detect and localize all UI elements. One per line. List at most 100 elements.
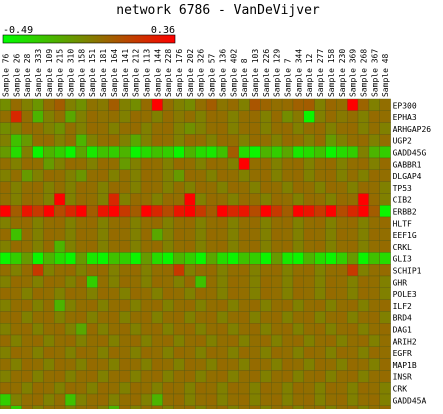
heatmap-cell bbox=[64, 311, 77, 324]
heatmap-cell bbox=[292, 299, 305, 312]
heatmap-cell bbox=[43, 264, 55, 277]
heatmap-cell bbox=[0, 264, 12, 277]
heatmap-cell bbox=[0, 370, 12, 383]
heatmap-cell bbox=[21, 275, 33, 289]
heatmap-cell bbox=[21, 311, 33, 324]
heatmap-cell bbox=[129, 110, 142, 123]
heatmap-cell bbox=[325, 323, 337, 336]
heatmap-cell bbox=[140, 346, 153, 359]
heatmap-cell bbox=[108, 240, 120, 253]
heatmap-cell bbox=[32, 346, 44, 359]
heatmap-cell bbox=[336, 181, 348, 194]
heatmap-cell bbox=[54, 370, 66, 383]
heatmap-cell bbox=[249, 275, 261, 289]
heatmap-cell bbox=[97, 252, 109, 265]
heatmap-cell bbox=[10, 134, 22, 147]
heatmap-cell bbox=[108, 393, 120, 407]
heatmap-cell bbox=[129, 382, 142, 395]
heatmap-cell bbox=[97, 134, 109, 147]
heatmap-cell bbox=[379, 98, 391, 112]
heatmap-cell bbox=[108, 98, 120, 112]
heatmap-cell bbox=[173, 110, 185, 123]
heatmap-cell bbox=[129, 98, 142, 112]
column-label: Sample 48 bbox=[381, 53, 390, 97]
heatmap-cell bbox=[43, 323, 55, 336]
heatmap-cell bbox=[357, 382, 370, 395]
heatmap-cell bbox=[140, 275, 153, 289]
heatmap-cell bbox=[379, 110, 391, 123]
heatmap-cell bbox=[347, 370, 359, 383]
heatmap-cell bbox=[184, 193, 196, 206]
heatmap-cell bbox=[173, 181, 185, 194]
heatmap-cell bbox=[260, 204, 272, 218]
heatmap-cell bbox=[21, 370, 33, 383]
heatmap-cell bbox=[10, 204, 22, 218]
heatmap-cell bbox=[368, 98, 380, 112]
heatmap-cell bbox=[10, 169, 22, 182]
heatmap-cell bbox=[271, 181, 283, 194]
column-label: Sample 226 bbox=[262, 49, 271, 97]
heatmap-cell bbox=[357, 110, 370, 123]
heatmap-cell bbox=[205, 358, 218, 371]
heatmap-cell bbox=[97, 169, 109, 182]
row-label: UGP2 bbox=[393, 137, 412, 146]
heatmap-cell bbox=[314, 275, 326, 289]
heatmap-cell bbox=[119, 299, 131, 312]
heatmap-cell bbox=[184, 204, 196, 218]
heatmap-cell bbox=[75, 370, 87, 383]
row-label: ARIH2 bbox=[393, 337, 417, 346]
heatmap-cell bbox=[43, 311, 55, 324]
heatmap-cell bbox=[0, 382, 12, 395]
heatmap-cell bbox=[271, 287, 283, 300]
heatmap-cell bbox=[151, 216, 163, 230]
heatmap-cell bbox=[314, 110, 326, 123]
heatmap-cell bbox=[10, 145, 22, 159]
heatmap-cell bbox=[357, 134, 370, 147]
heatmap-cell bbox=[357, 264, 370, 277]
heatmap-cell bbox=[140, 334, 153, 348]
heatmap-cell bbox=[260, 110, 272, 123]
heatmap-cell bbox=[32, 157, 44, 171]
heatmap-cell bbox=[173, 145, 185, 159]
heatmap-cell bbox=[21, 382, 33, 395]
heatmap-cell bbox=[368, 122, 380, 135]
heatmap-cell bbox=[314, 370, 326, 383]
heatmap-cell bbox=[173, 311, 185, 324]
heatmap-cell bbox=[314, 204, 326, 218]
heatmap-cell bbox=[260, 299, 272, 312]
heatmap-cell bbox=[75, 157, 87, 171]
heatmap-cell bbox=[249, 122, 261, 135]
heatmap-cell bbox=[184, 334, 196, 348]
heatmap-cell bbox=[238, 334, 250, 348]
heatmap-cell bbox=[314, 193, 326, 206]
heatmap-cell bbox=[271, 311, 283, 324]
heatmap-cell bbox=[10, 157, 22, 171]
heatmap-cell bbox=[64, 122, 77, 135]
heatmap-cell bbox=[336, 110, 348, 123]
heatmap-cell bbox=[347, 334, 359, 348]
heatmap-cell bbox=[195, 264, 207, 277]
heatmap-cell bbox=[357, 275, 370, 289]
heatmap-cell bbox=[216, 311, 229, 324]
heatmap-cell bbox=[216, 98, 229, 112]
heatmap-cell bbox=[10, 228, 22, 241]
column-label: Sample 57 bbox=[208, 53, 217, 97]
heatmap-cell bbox=[43, 358, 55, 371]
heatmap-cell bbox=[0, 145, 12, 159]
column-label: Sample 228 bbox=[164, 49, 173, 97]
heatmap-cell bbox=[227, 334, 239, 348]
heatmap-cell bbox=[54, 393, 66, 407]
row-label: SCHIP1 bbox=[393, 267, 422, 276]
heatmap-cell bbox=[260, 98, 272, 112]
heatmap-cell bbox=[336, 157, 348, 171]
heatmap-cell bbox=[249, 370, 261, 383]
heatmap-cell bbox=[357, 370, 370, 383]
heatmap-cell bbox=[21, 334, 33, 348]
heatmap-cell bbox=[129, 204, 142, 218]
heatmap-cell bbox=[347, 169, 359, 182]
heatmap-cell bbox=[162, 110, 174, 123]
heatmap-cell bbox=[227, 299, 239, 312]
heatmap-cell bbox=[368, 169, 380, 182]
heatmap-cell bbox=[227, 287, 239, 300]
